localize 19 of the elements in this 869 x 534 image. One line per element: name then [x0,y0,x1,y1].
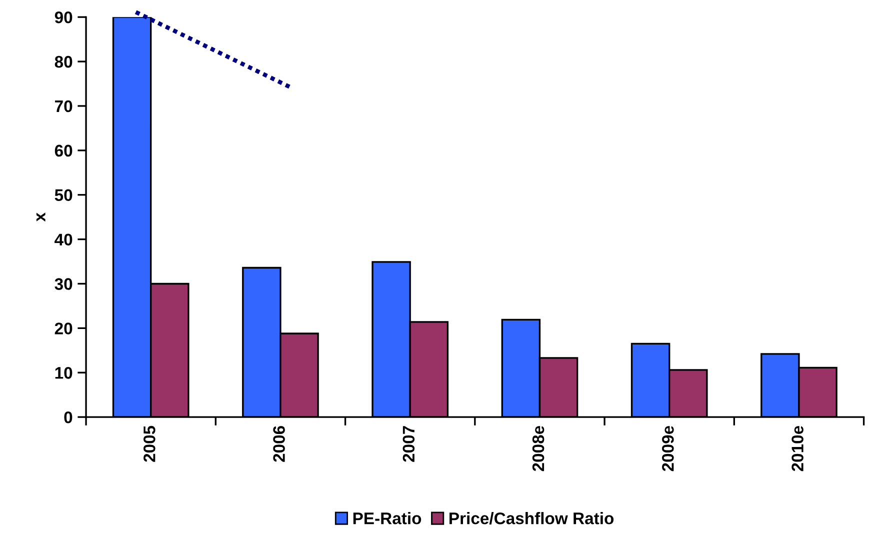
x-tick-label: 2005 [144,426,156,462]
legend-label: PE-Ratio [353,512,422,524]
y-tick-label: 50 [54,189,72,202]
x-tick-label: 2007 [402,426,415,462]
y-tick-label: 90 [54,11,72,24]
y-tick-label: 20 [54,322,72,334]
y-tick-label: 10 [55,367,72,379]
x-tick-label: 2008e [532,426,544,472]
y-axis-title: x [36,212,46,222]
y-tick-label: 70 [55,100,72,112]
x-tick-label: 2010e [792,426,804,472]
y-tick-label: 0 [64,411,72,424]
y-tick-label: 40 [54,234,72,246]
legend-label: Price/Cashflow Ratio [450,512,614,524]
x-tick-label: 2006 [273,426,285,462]
x-tick-label: 2009e [662,426,674,472]
y-tick-label: 60 [54,144,72,157]
y-tick-label: 30 [54,278,72,290]
y-tick-label: 80 [54,56,72,68]
